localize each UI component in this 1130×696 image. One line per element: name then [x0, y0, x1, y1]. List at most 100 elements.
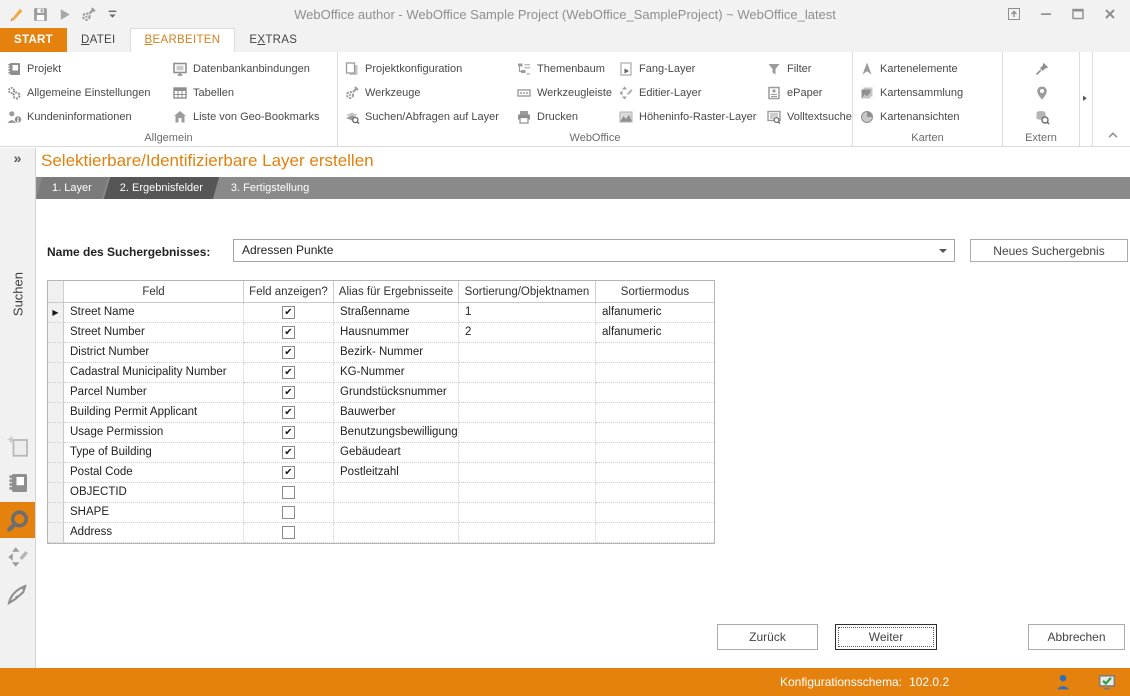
feld-anzeigen-checkbox[interactable]: ✔ [282, 326, 295, 339]
cell-alias[interactable] [334, 483, 459, 503]
ribbon-item-themenbaum[interactable]: Themenbaum [516, 57, 618, 81]
column-header[interactable]: Sortiermodus [596, 281, 714, 303]
table-row[interactable]: SHAPE [48, 503, 714, 523]
sidebar-tool-search[interactable] [0, 502, 35, 538]
cell-feld[interactable]: OBJECTID [64, 483, 244, 503]
table-row[interactable]: Building Permit Applicant ✔ Bauwerber [48, 403, 714, 423]
search-result-name-select[interactable]: Adressen Punkte [233, 239, 955, 262]
cell-sortiermodus[interactable] [596, 363, 714, 383]
ribbon-item-map-marker[interactable] [1009, 81, 1075, 105]
feld-anzeigen-checkbox[interactable]: ✔ [282, 466, 295, 479]
table-row[interactable]: OBJECTID [48, 483, 714, 503]
elevate-icon[interactable] [1006, 6, 1022, 22]
cell-alias[interactable]: Straßenname [334, 303, 459, 323]
ribbon-item-kartensammlung[interactable]: Kartensammlung [859, 81, 997, 105]
column-header[interactable]: Feld [64, 281, 244, 303]
column-header[interactable]: Feld anzeigen? [244, 281, 334, 303]
qat-more-icon[interactable] [104, 6, 121, 23]
ribbon-item-drucken[interactable]: Drucken [516, 105, 618, 129]
cell-sortierung[interactable] [459, 523, 596, 543]
cell-alias[interactable]: Postleitzahl [334, 463, 459, 483]
column-header[interactable]: Alias für Ergebnisseite [334, 281, 459, 303]
ribbon-item-db-search[interactable] [1009, 105, 1075, 129]
ribbon-item-filter[interactable]: Filter [766, 57, 850, 81]
wizard-step-1-layer[interactable]: 1. Layer [38, 177, 106, 199]
ribbon-item-suchen-abfragen-auf-layer[interactable]: Suchen/Abfragen auf Layer [344, 105, 516, 129]
next-button[interactable]: Weiter [835, 624, 937, 650]
wizard-step-3-fertigstellung[interactable]: 3. Fertigstellung [230, 182, 310, 194]
cell-alias[interactable]: Gebäudeart [334, 443, 459, 463]
cell-sortierung[interactable] [459, 443, 596, 463]
cell-sortierung[interactable]: 2 [459, 323, 596, 343]
wizard-step-2-ergebnisfelder[interactable]: 2. Ergebnisfelder [106, 177, 217, 199]
back-button[interactable]: Zurück [717, 624, 818, 650]
table-row[interactable]: Street Number ✔ Hausnummer 2 alfanumeric [48, 323, 714, 343]
cell-alias[interactable]: Bezirk- Nummer [334, 343, 459, 363]
column-header[interactable]: Sortierung/Objektnamen [459, 281, 596, 303]
ribbon-item-pin[interactable] [1009, 57, 1075, 81]
cell-alias[interactable]: KG-Nummer [334, 363, 459, 383]
tab-datei[interactable]: DATEI [80, 34, 116, 46]
ribbon-item-tabellen[interactable]: Tabellen [172, 81, 332, 105]
cell-sortierung[interactable] [459, 483, 596, 503]
cell-sortiermodus[interactable] [596, 443, 714, 463]
close-icon[interactable] [1102, 6, 1118, 22]
maximize-icon[interactable] [1070, 6, 1086, 22]
pencil-icon[interactable] [8, 6, 25, 23]
ribbon-item-werkzeuge[interactable]: Werkzeuge [344, 81, 516, 105]
cell-sortiermodus[interactable] [596, 383, 714, 403]
ribbon-item-kartenelemente[interactable]: Kartenelemente [859, 57, 997, 81]
cell-alias[interactable]: Grundstücksnummer [334, 383, 459, 403]
cancel-button[interactable]: Abbrechen [1028, 624, 1125, 650]
tab-bearbeiten[interactable]: BEARBEITEN [129, 28, 236, 53]
ribbon-item-datenbankanbindungen[interactable]: Datenbankanbindungen [172, 57, 332, 81]
ribbon-item-volltextsuche[interactable]: Volltextsuche [766, 105, 852, 129]
table-row[interactable]: Cadastral Municipality Number ✔ KG-Nummer [48, 363, 714, 383]
table-row[interactable]: District Number ✔ Bezirk- Nummer [48, 343, 714, 363]
cell-alias[interactable]: Hausnummer [334, 323, 459, 343]
cell-sortiermodus[interactable]: alfanumeric [596, 303, 714, 323]
ribbon-item-editier-layer[interactable]: Editier-Layer [618, 81, 766, 105]
cell-feld[interactable]: Cadastral Municipality Number [64, 363, 244, 383]
save-icon[interactable] [32, 6, 49, 23]
cell-sortiermodus[interactable] [596, 423, 714, 443]
ribbon-item-allgemeine-einstellungen[interactable]: Allgemeine Einstellungen [6, 81, 172, 105]
cell-feld[interactable]: SHAPE [64, 503, 244, 523]
cell-sortiermodus[interactable] [596, 403, 714, 423]
feld-anzeigen-checkbox[interactable]: ✔ [282, 346, 295, 359]
ribbon-item-höheninfo-raster-layer[interactable]: Höheninfo-Raster-Layer [618, 105, 766, 129]
flyout-right-icon[interactable] [1080, 92, 1092, 106]
feld-anzeigen-checkbox[interactable]: ✔ [282, 386, 295, 399]
table-row[interactable]: Usage Permission ✔ Benutzungsbewilligung [48, 423, 714, 443]
feld-anzeigen-checkbox[interactable]: ✔ [282, 306, 295, 319]
cell-sortiermodus[interactable] [596, 483, 714, 503]
ribbon-item-werkzeugleiste[interactable]: Werkzeugleiste [516, 81, 618, 105]
cell-sortierung[interactable] [459, 503, 596, 523]
cell-sortierung[interactable] [459, 363, 596, 383]
cell-alias[interactable] [334, 523, 459, 543]
cell-sortiermodus[interactable] [596, 523, 714, 543]
ribbon-item-projektkonfiguration[interactable]: Projektkonfiguration [344, 57, 516, 81]
cell-feld[interactable]: Parcel Number [64, 383, 244, 403]
sidebar-tool-project-notebook[interactable] [0, 465, 35, 501]
tab-extras[interactable]: EXTRAS [249, 34, 298, 46]
cell-sortierung[interactable] [459, 463, 596, 483]
feld-anzeigen-checkbox[interactable]: ✔ [282, 446, 295, 459]
cell-feld[interactable]: Type of Building [64, 443, 244, 463]
cell-sortierung[interactable] [459, 423, 596, 443]
cell-feld[interactable]: Street Number [64, 323, 244, 343]
collapse-ribbon-icon[interactable] [1105, 128, 1121, 142]
table-row[interactable]: Type of Building ✔ Gebäudeart [48, 443, 714, 463]
cell-alias[interactable] [334, 503, 459, 523]
ribbon-item-kartenansichten[interactable]: Kartenansichten [859, 105, 997, 129]
sidebar-expander[interactable]: » [13, 150, 22, 166]
sidebar-tool-edit-geometry[interactable] [0, 539, 35, 575]
feld-anzeigen-checkbox[interactable] [282, 506, 295, 519]
ribbon-item-epaper[interactable]: ePaper [766, 81, 850, 105]
cell-alias[interactable]: Bauwerber [334, 403, 459, 423]
cell-sortiermodus[interactable] [596, 343, 714, 363]
cell-feld[interactable]: District Number [64, 343, 244, 363]
cell-sortiermodus[interactable]: alfanumeric [596, 323, 714, 343]
ribbon-item-projekt[interactable]: Projekt [6, 57, 172, 81]
table-row[interactable]: Parcel Number ✔ Grundstücksnummer [48, 383, 714, 403]
